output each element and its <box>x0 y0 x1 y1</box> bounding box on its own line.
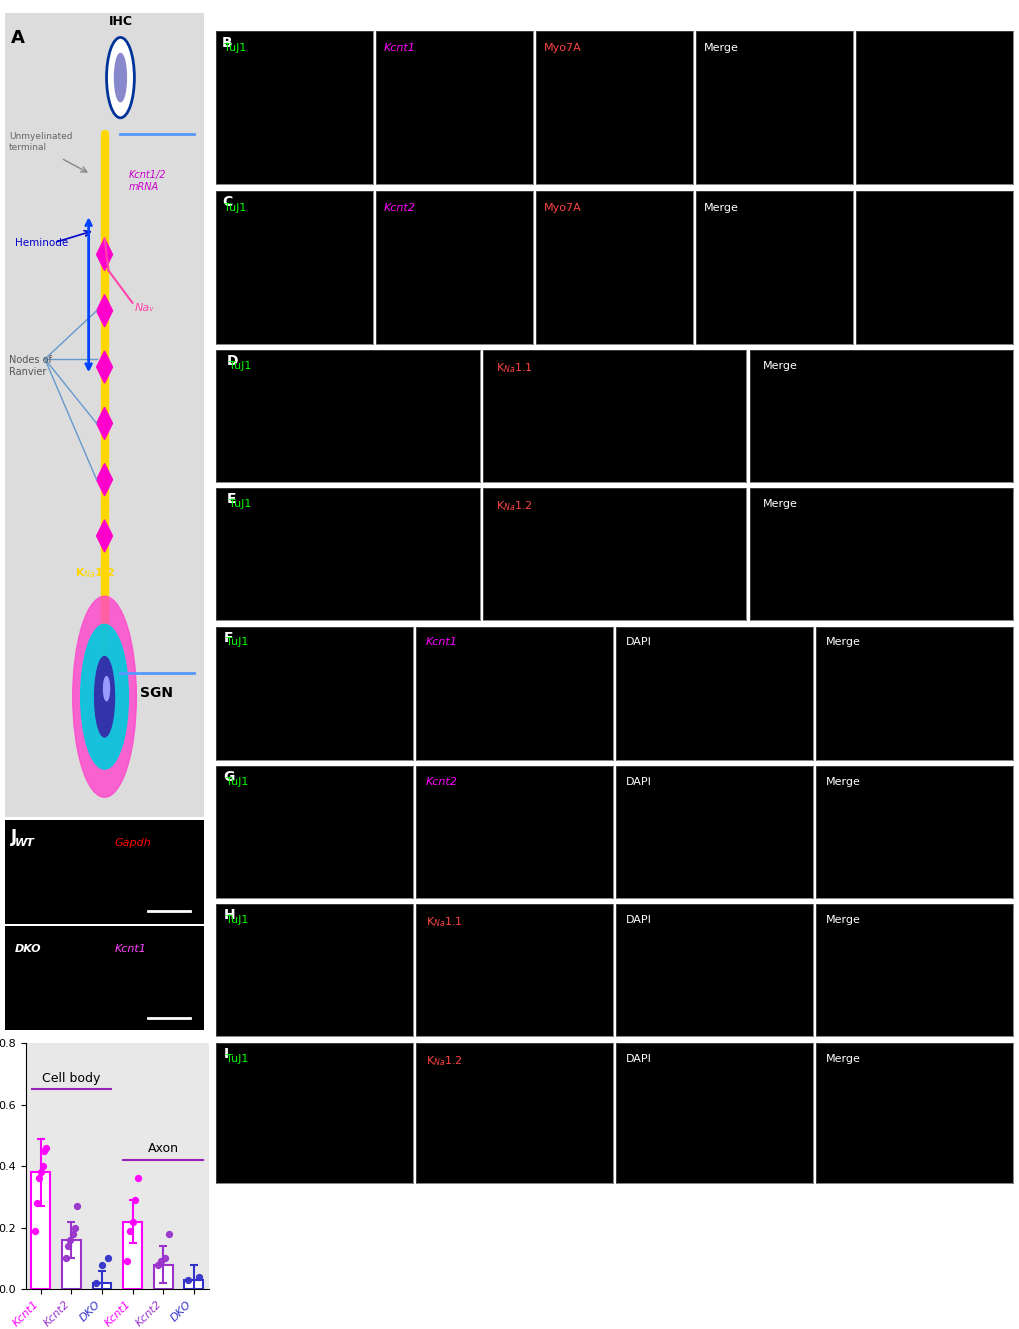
Bar <box>93 1282 111 1289</box>
Text: Cell body: Cell body <box>42 1071 101 1084</box>
Polygon shape <box>97 407 112 440</box>
Text: D: D <box>226 354 237 368</box>
Point <box>129 1168 146 1189</box>
Polygon shape <box>97 238 112 271</box>
Text: TuJ1: TuJ1 <box>225 914 248 925</box>
Polygon shape <box>97 464 112 496</box>
Point <box>60 1236 76 1257</box>
Point <box>62 1229 78 1251</box>
Text: Kcnt1: Kcnt1 <box>425 638 458 647</box>
Point <box>121 1220 138 1241</box>
Text: F: F <box>223 631 233 645</box>
Point <box>99 1248 115 1269</box>
Polygon shape <box>97 295 112 327</box>
Point <box>64 1223 81 1244</box>
Text: DAPI: DAPI <box>626 638 651 647</box>
Text: Gapdh: Gapdh <box>114 837 151 848</box>
Text: Myo7A: Myo7A <box>543 203 581 213</box>
Text: Heminode: Heminode <box>15 238 68 249</box>
Text: TuJ1: TuJ1 <box>225 1054 248 1065</box>
Point <box>38 1138 54 1159</box>
Point <box>124 1211 141 1232</box>
Text: K$_{Na}$1.1: K$_{Na}$1.1 <box>495 360 532 375</box>
Text: Merge: Merge <box>762 498 797 509</box>
Text: DAPI: DAPI <box>626 776 651 787</box>
Text: Axon: Axon <box>148 1143 178 1155</box>
Text: B: B <box>222 36 232 49</box>
Text: Nodes of
Ranvier: Nodes of Ranvier <box>9 355 52 377</box>
Circle shape <box>104 676 109 700</box>
Ellipse shape <box>81 625 128 769</box>
Circle shape <box>95 657 114 736</box>
Text: DAPI: DAPI <box>626 1054 651 1065</box>
Point <box>66 1217 83 1239</box>
Point <box>37 1140 53 1162</box>
Point <box>28 1220 44 1241</box>
Bar <box>123 1221 142 1289</box>
Ellipse shape <box>72 597 137 797</box>
Point <box>119 1251 136 1272</box>
Point <box>35 1155 51 1177</box>
Point <box>94 1255 110 1276</box>
Point <box>29 1192 45 1213</box>
Point <box>31 1168 47 1189</box>
Point <box>150 1255 166 1276</box>
Text: TuJ1: TuJ1 <box>223 203 246 213</box>
Text: Merge: Merge <box>825 1054 860 1065</box>
Text: Merge: Merge <box>703 44 738 53</box>
Text: DKO: DKO <box>15 944 42 954</box>
Polygon shape <box>97 520 112 552</box>
Text: Naᵥ: Naᵥ <box>135 303 154 312</box>
Circle shape <box>114 53 126 102</box>
Text: Kcnt2: Kcnt2 <box>383 203 415 213</box>
Text: I: I <box>223 1047 228 1061</box>
Text: DAPI: DAPI <box>626 914 651 925</box>
Text: K$_{Na}$1.2: K$_{Na}$1.2 <box>495 498 532 513</box>
Ellipse shape <box>106 37 135 118</box>
Polygon shape <box>97 351 112 383</box>
Text: Kcnt1: Kcnt1 <box>114 944 147 954</box>
Text: Kcnt2: Kcnt2 <box>425 776 458 787</box>
Text: C: C <box>222 195 232 209</box>
Point <box>191 1267 207 1288</box>
Text: Unmyelinated
terminal: Unmyelinated terminal <box>9 132 72 152</box>
Text: TuJ1: TuJ1 <box>225 776 248 787</box>
Text: A: A <box>11 29 24 48</box>
Bar <box>184 1280 203 1289</box>
Text: Kcnt1: Kcnt1 <box>383 44 415 53</box>
Text: WT: WT <box>15 837 35 848</box>
Text: H: H <box>223 908 235 922</box>
Point <box>160 1223 176 1244</box>
Point <box>153 1251 169 1272</box>
Text: TuJ1: TuJ1 <box>228 360 251 371</box>
Point <box>157 1248 173 1269</box>
Text: Merge: Merge <box>825 638 860 647</box>
Text: Merge: Merge <box>762 360 797 371</box>
Bar <box>62 1240 81 1289</box>
Point <box>127 1189 144 1211</box>
Point <box>33 1162 49 1183</box>
Text: TuJ1: TuJ1 <box>223 44 246 53</box>
Text: Merge: Merge <box>703 203 738 213</box>
Point <box>68 1196 85 1217</box>
Text: J: J <box>11 828 17 847</box>
Bar <box>32 1172 50 1289</box>
Text: Kcnt1/2
mRNA: Kcnt1/2 mRNA <box>128 170 166 193</box>
Text: K$_{Na}$1.2: K$_{Na}$1.2 <box>425 1054 462 1067</box>
Point <box>58 1248 74 1269</box>
Text: SGN: SGN <box>141 686 173 700</box>
Text: IHC: IHC <box>108 16 132 28</box>
Text: TuJ1: TuJ1 <box>225 638 248 647</box>
Point <box>89 1272 105 1293</box>
Text: K$_{Na}$1.1: K$_{Na}$1.1 <box>425 914 463 929</box>
Text: E: E <box>226 492 235 506</box>
Text: Merge: Merge <box>825 914 860 925</box>
Text: Myo7A: Myo7A <box>543 44 581 53</box>
Text: K$_{Na}$1/2: K$_{Na}$1/2 <box>74 566 114 579</box>
Text: G: G <box>223 769 234 784</box>
Text: TuJ1: TuJ1 <box>228 498 251 509</box>
Point <box>180 1269 197 1290</box>
Bar <box>154 1265 172 1289</box>
Text: Merge: Merge <box>825 776 860 787</box>
